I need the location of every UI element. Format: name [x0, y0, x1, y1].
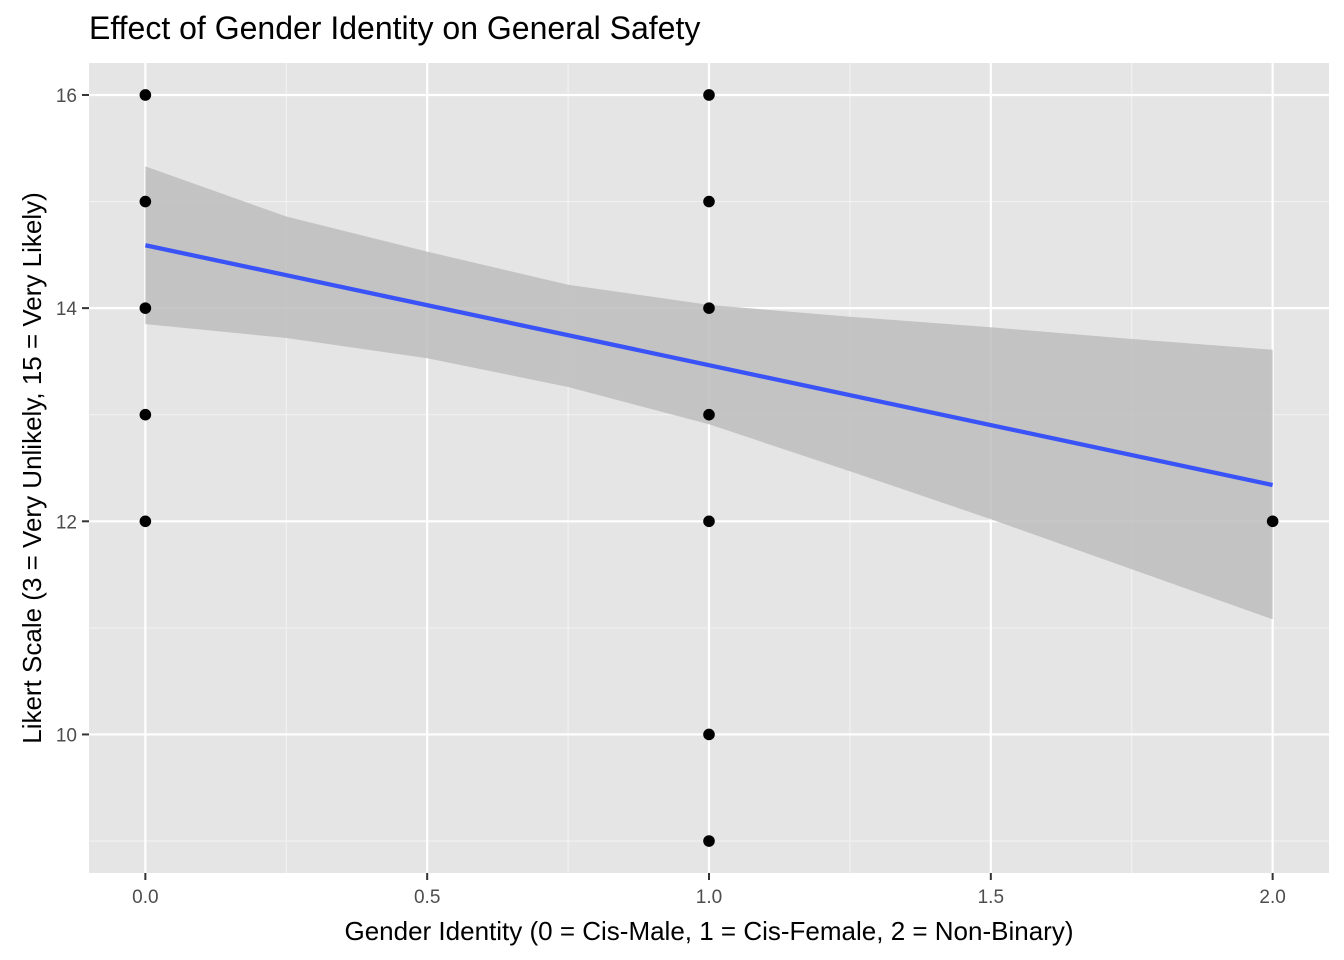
data-point: [703, 89, 715, 101]
data-point: [703, 515, 715, 528]
data-point: [139, 89, 152, 101]
data-point: [703, 195, 715, 208]
data-point: [139, 195, 152, 208]
data-point: [1266, 515, 1279, 528]
x-axis-ticks: 0.0 0.5 1.0 1.5 2.0: [132, 873, 1286, 908]
confidence-band: [145, 166, 1273, 620]
y-axis-ticks: 10 12 14 16: [56, 86, 89, 746]
y-axis-title: Likert Scale (3 = Very Unlikely, 15 = Ve…: [17, 192, 47, 744]
x-tick-label: 0.5: [414, 887, 440, 908]
data-points: [139, 89, 1279, 847]
x-axis-title: Gender Identity (0 = Cis-Male, 1 = Cis-F…: [344, 916, 1073, 946]
chart-title: Effect of Gender Identity on General Saf…: [89, 10, 700, 46]
x-tick-label: 0.0: [132, 887, 158, 908]
data-point: [703, 835, 715, 847]
y-tick-label: 12: [56, 512, 77, 533]
y-tick-label: 16: [56, 86, 77, 107]
data-point: [703, 302, 715, 314]
data-point: [703, 728, 715, 741]
x-tick-label: 2.0: [1259, 887, 1285, 908]
y-tick-label: 14: [56, 299, 78, 320]
y-tick-label: 10: [56, 725, 77, 746]
data-point: [139, 515, 152, 528]
data-point: [139, 408, 152, 421]
x-tick-label: 1.0: [696, 887, 722, 908]
regression-line: [144, 243, 1274, 488]
data-point: [703, 408, 715, 421]
data-point: [139, 302, 152, 314]
x-tick-label: 1.5: [978, 887, 1004, 908]
